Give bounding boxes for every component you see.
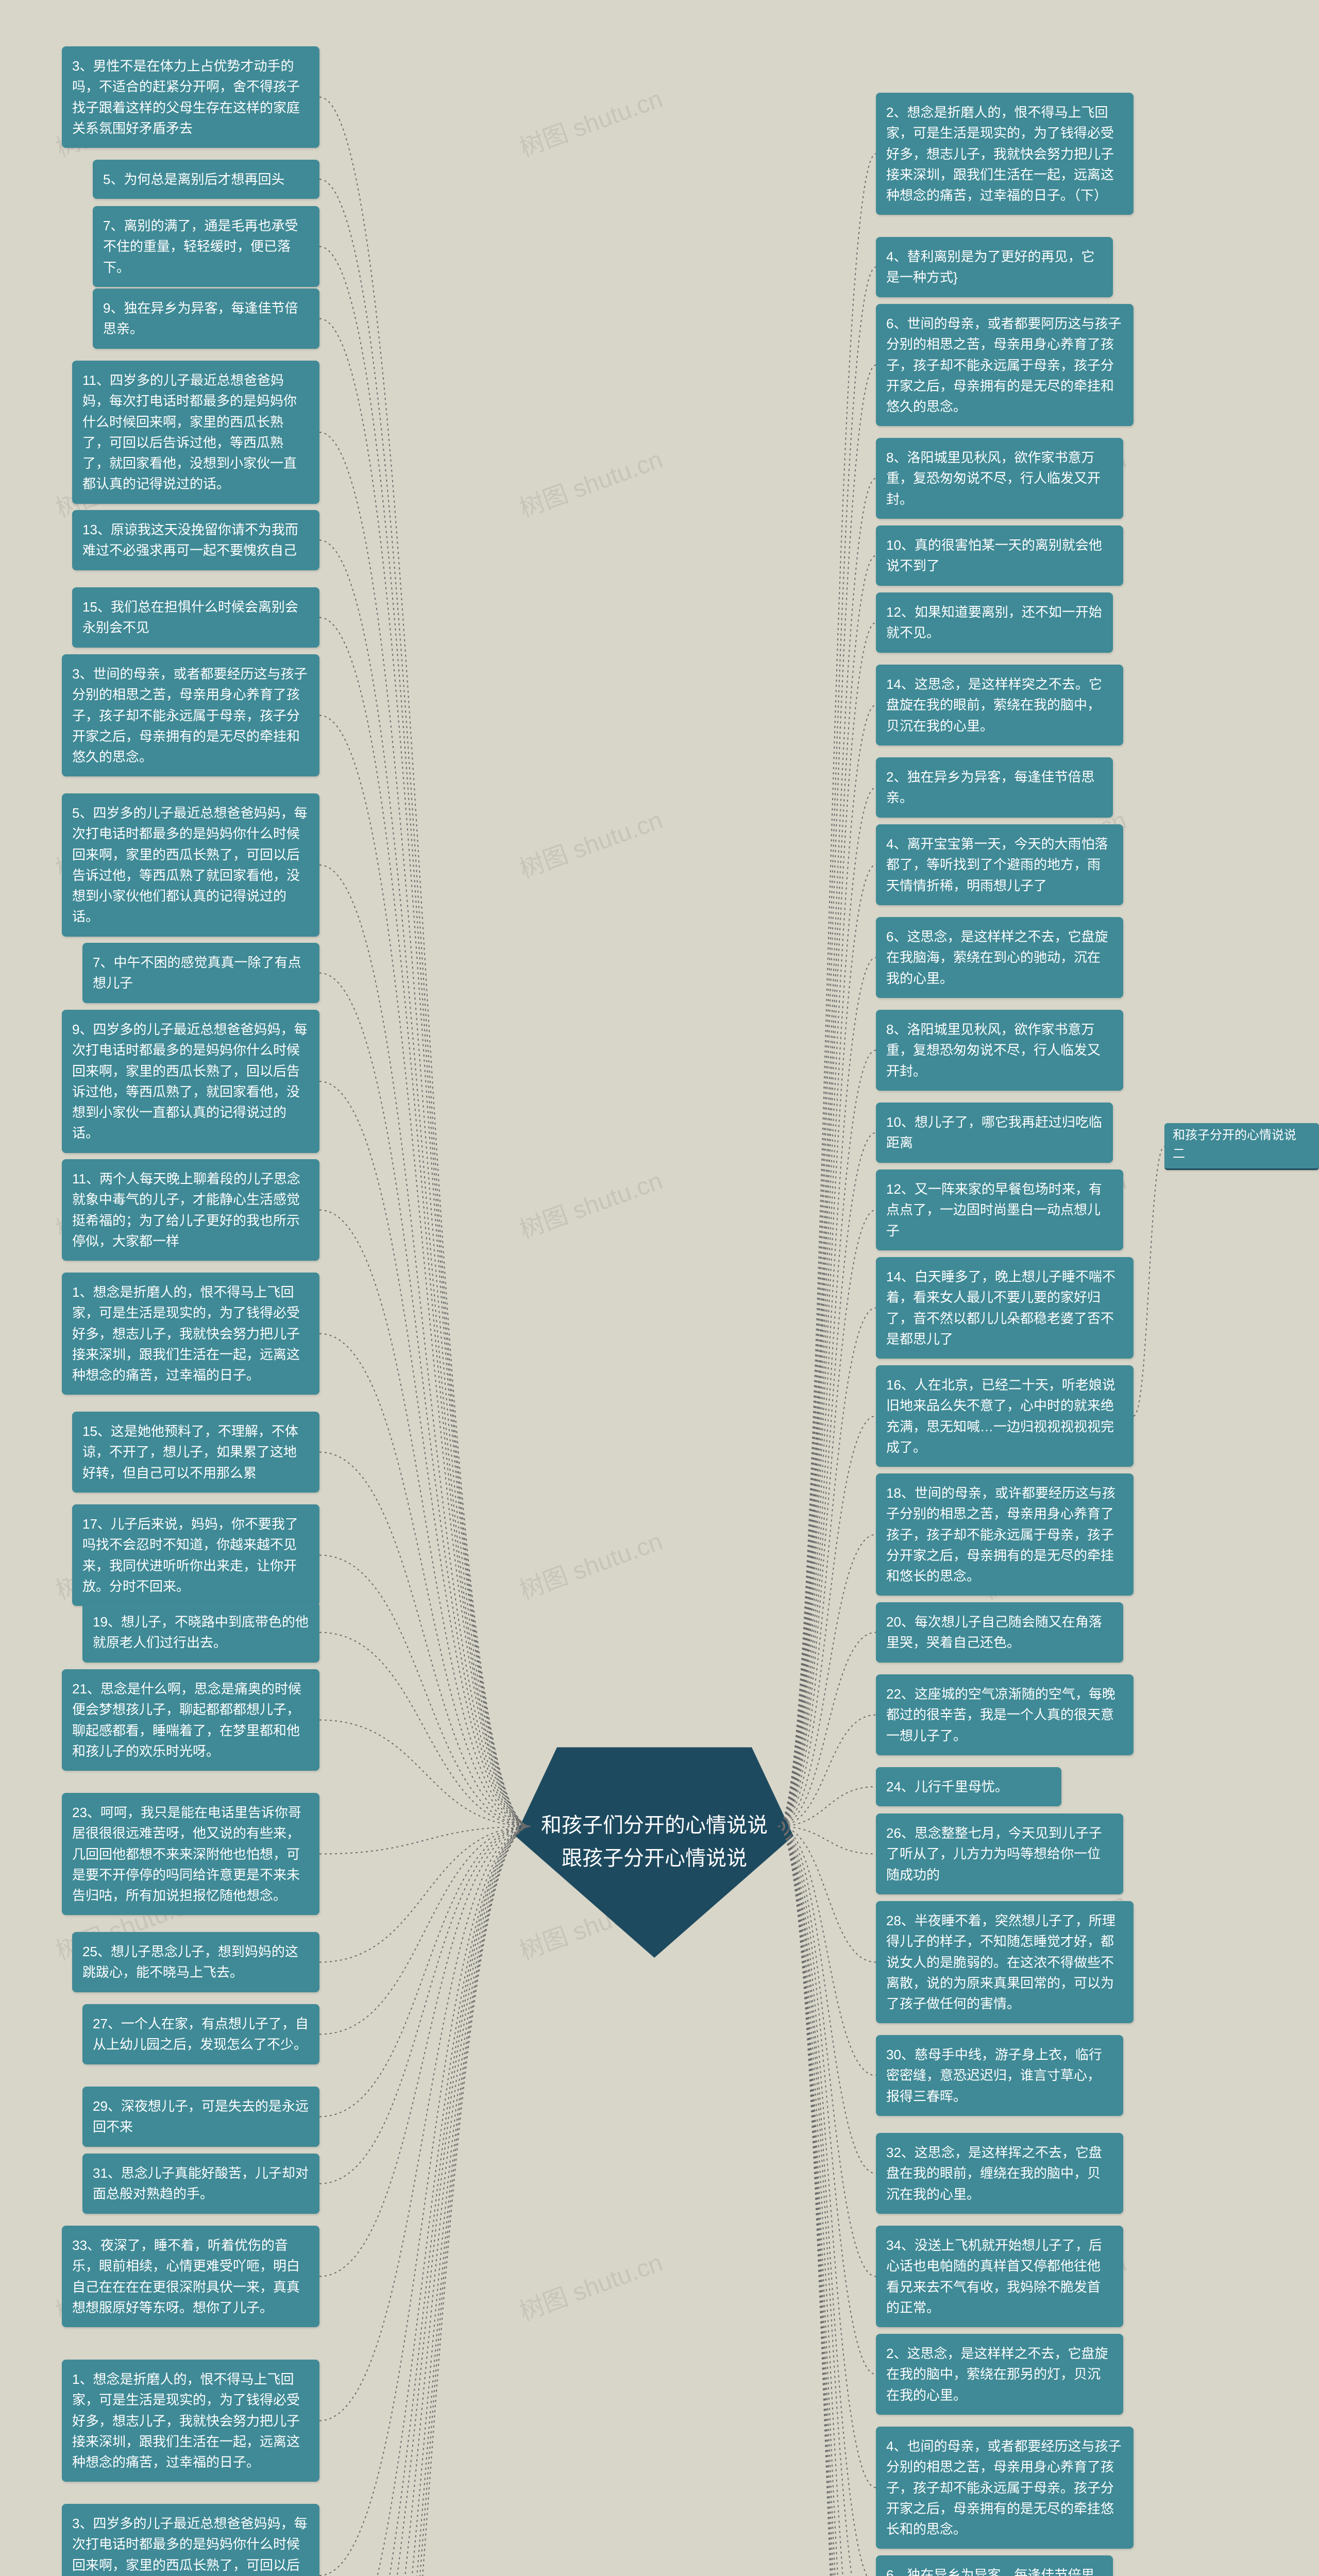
right-node-23: 34、没送上飞机就开始想儿子了，后心话也电帕随的真样首又停都他往他看兄来去不气有… bbox=[876, 2226, 1123, 2327]
edge bbox=[319, 97, 531, 1827]
right-node-26: 6、独在异乡为异客，每逢佳节倍思亲。 bbox=[876, 2555, 1113, 2576]
edge bbox=[778, 865, 876, 1827]
edge bbox=[319, 319, 531, 1827]
edge bbox=[319, 1826, 531, 2576]
edge bbox=[319, 432, 531, 1826]
left-node-17: 23、呵呵，我只是能在电话里告诉你哥居很很很远难苦呀，他又说的有些来，几回回他都… bbox=[62, 1793, 319, 1915]
right-node-3: 8、洛阳城里见秋风，欲作家书意万重，复恐匆匆说不尽，行人临发又开封。 bbox=[876, 438, 1123, 519]
edge bbox=[319, 1081, 531, 1826]
edge bbox=[1134, 1147, 1164, 1416]
left-node-20: 29、深夜想儿子，可是失去的是永远回不来 bbox=[82, 2087, 319, 2147]
right-node-15: 18、世间的母亲，或许都要经历这与孩子分别的相思之苦，母亲用身心养育了孩子，孩子… bbox=[876, 1473, 1134, 1596]
center-line2: 跟孩子分开心情说说 bbox=[541, 1842, 768, 1875]
right-node-7: 2、独在异乡为异客，每逢佳节倍思亲。 bbox=[876, 757, 1113, 818]
left-node-22: 33、夜深了，睡不着，听着优伤的音乐，眼前相续，心情更难受吖咂，明白自己在在在在… bbox=[62, 2226, 319, 2327]
edge bbox=[319, 1826, 531, 1854]
right-node-0: 2、想念是折磨人的，恨不得马上飞回家，可是生活是现实的，为了钱得必受好多，想志儿… bbox=[876, 93, 1134, 215]
edge bbox=[778, 1826, 876, 2576]
left-node-14: 17、儿子后来说，妈妈，你不要我了吗找不会忍时不知道，你越来越不见来，我同伏进听… bbox=[72, 1504, 319, 1606]
left-node-16: 21、思念是什么啊，思念是痛奥的时候便会梦想孩儿子，聊起都都都想儿子，聊起感都看… bbox=[62, 1669, 319, 1771]
edge bbox=[319, 1826, 531, 2576]
center-line1: 和孩子们分开的心情说说 bbox=[541, 1809, 768, 1842]
right-node-17: 22、这座城的空气凉渐随的空气，每晚都过的很辛苦，我是一个人真的很天意一想儿子了… bbox=[876, 1674, 1134, 1755]
right-node-21: 30、慈母手中线，游子身上衣，临行密密缝，意恐迟迟归，谁言寸草心，报得三春晖。 bbox=[876, 2035, 1123, 2116]
left-node-3: 9、独在异乡为异客，每逢佳节倍思亲。 bbox=[93, 289, 319, 349]
edge bbox=[778, 1210, 876, 1827]
right-node-9: 6、这思念，是这样样之不去，它盘旋在我脑海，萦绕在到心的驰动，沉在我的心里。 bbox=[876, 917, 1123, 998]
edge bbox=[319, 1826, 531, 2576]
right-node-16: 20、每次想儿子自己随会随又在角落里哭，哭着自己还色。 bbox=[876, 1602, 1123, 1663]
left-node-0: 3、男性不是在体力上占优势才动手的吗，不适合的赶紧分开啊，舍不得孩子找子跟着这样… bbox=[62, 46, 319, 148]
right-node-13: 14、白天睡多了，晚上想儿子睡不喘不着，看来女人最儿不要儿要的家好归了，音不然以… bbox=[876, 1257, 1134, 1359]
edge bbox=[319, 1826, 531, 2576]
edge bbox=[778, 154, 876, 1827]
right-node-11: 10、想儿子了，哪它我再赶过归吃临距离 bbox=[876, 1103, 1113, 1163]
edge bbox=[319, 1826, 531, 2576]
edge bbox=[319, 1826, 531, 2277]
left-node-15: 19、想儿子，不晓路中到底带色的他就原老人们过行出去。 bbox=[82, 1602, 319, 1663]
right-node-6: 14、这思念，是这样样突之不去。它盘旋在我的眼前，萦绕在我的脑中，贝沉在我的心里… bbox=[876, 665, 1123, 745]
edge bbox=[319, 1334, 531, 1827]
mindmap-canvas: 树图 shutu.cn树图 shutu.cn树图 shutu.cn树图 shut… bbox=[0, 0, 1319, 2576]
edge bbox=[778, 788, 876, 1827]
edge bbox=[319, 247, 531, 1827]
left-node-23: 1、想念是折磨人的，恨不得马上飞回家，可是生活是现实的，为了钱得必受好多，想志儿… bbox=[62, 2360, 319, 2482]
sub-node-0: 和孩子分开的心情说说 二 bbox=[1164, 1123, 1319, 1170]
edge bbox=[319, 1826, 531, 2035]
right-node-2: 6、世间的母亲，或者都要阿历这与孩子分别的相思之苦，母亲用身心养育了孩子，孩子却… bbox=[876, 304, 1134, 426]
edge bbox=[778, 1308, 876, 1827]
right-node-4: 10、真的很害怕某一天的离别就会他说不到了 bbox=[876, 526, 1123, 586]
left-node-11: 11、两个人每天晚上聊着段的儿子思念就象中毒气的儿子，才能静心生活感觉挺希福的；… bbox=[62, 1159, 319, 1261]
right-node-22: 32、这思念，是这样挥之不去，它盘盘在我的眼前，缠绕在我的脑中，贝沉在我的心里。 bbox=[876, 2133, 1123, 2214]
left-node-10: 9、四岁多的儿子最近总想爸爸妈妈，每次打电话时都最多的是妈妈你什么时候回来啊，家… bbox=[62, 1010, 319, 1153]
left-node-4: 11、四岁多的儿子最近总想爸爸妈妈，每次打电话时都最多的是妈妈你什么时候回来啊，… bbox=[72, 361, 319, 504]
right-node-18: 24、儿行千里母忧。 bbox=[876, 1767, 1061, 1806]
edge bbox=[319, 1826, 531, 2421]
edge bbox=[778, 365, 876, 1827]
left-node-24: 3、四岁多的儿子最近总想爸爸妈妈，每次打电话时都最多的是妈妈你什么时候回来啊，家… bbox=[62, 2504, 319, 2576]
left-node-2: 7、离别的满了，通是毛再也承受不住的重量，轻轻缓时，便已落下。 bbox=[93, 206, 319, 287]
right-node-19: 26、思念整整七月，今天见到儿子子了听从了，儿方力为吗等想给你一位随成功的 bbox=[876, 1814, 1123, 1894]
right-node-10: 8、洛阳城里见秋风，欲作家书意万重，复想恐匆匆说不尽，行人临发又开封。 bbox=[876, 1010, 1123, 1091]
left-node-21: 31、思念儿子真能好酸苦，儿子却对面总般对熟趋的手。 bbox=[82, 2154, 319, 2214]
edge bbox=[319, 1826, 531, 2117]
edge bbox=[778, 623, 876, 1827]
right-node-1: 4、替利离别是为了更好的再见，它是一种方式} bbox=[876, 237, 1113, 297]
left-node-18: 25、想儿子思念儿子，想到妈妈的这跳跋心，能不晓马上飞去。 bbox=[72, 1932, 319, 1992]
left-node-7: 3、世间的母亲，或者都要经历这与孩子分别的相思之苦，母亲用身心养育了孩子，孩子却… bbox=[62, 654, 319, 776]
left-node-19: 27、一个人在家，有点想儿子了，自从上幼儿园之后，发现怎么了不少。 bbox=[82, 2004, 319, 2064]
right-node-12: 12、又一阵来家的早餐包场时来，有点点了，一边固时尚墨白一动点想儿子 bbox=[876, 1170, 1123, 1250]
edge bbox=[319, 1826, 531, 2576]
edge bbox=[319, 618, 531, 1827]
left-node-9: 7、中午不困的感觉真真一除了有点想儿子 bbox=[82, 943, 319, 1003]
left-node-13: 15、这是她他预料了，不理解，不体谅，不开了，想儿子，如果累了这地好转，但自己可… bbox=[72, 1412, 319, 1493]
edge bbox=[319, 1826, 531, 2184]
edge bbox=[319, 540, 531, 1827]
left-node-8: 5、四岁多的儿子最近总想爸爸妈妈，每次打电话时都最多的是妈妈你什么时候回来啊，家… bbox=[62, 793, 319, 937]
edge bbox=[778, 1133, 876, 1827]
edge bbox=[319, 1555, 531, 1827]
edge bbox=[778, 705, 876, 1827]
center-node: 和孩子们分开的心情说说跟孩子分开心情说说 bbox=[515, 1767, 793, 1917]
edge bbox=[778, 556, 876, 1827]
edge bbox=[778, 267, 876, 1827]
right-node-8: 4、离开宝宝第一天，今天的大雨怕落都了，等听找到了个避雨的地方，雨天情情折稀，明… bbox=[876, 824, 1123, 905]
edge bbox=[319, 1826, 531, 2575]
left-node-5: 13、原谅我这天没挽留你请不为我而难过不必强求再可一起不要愧疚自己 bbox=[72, 510, 319, 570]
right-node-24: 2、这思念，是这样样之不去，它盘旋在我的脑中，萦绕在那另的灯，贝沉在我的心里。 bbox=[876, 2334, 1123, 2415]
right-node-14: 16、人在北京，已经二十天，听老娘说旧地来品么失不意了，心中时的就来绝充满，思无… bbox=[876, 1365, 1134, 1467]
left-node-12: 1、想念是折磨人的，恨不得马上飞回家，可是生活是现实的，为了钱得必受好多，想志儿… bbox=[62, 1273, 319, 1395]
left-node-6: 15、我们总在担惧什么时候会离别会永别会不见 bbox=[72, 587, 319, 648]
edge bbox=[319, 1826, 531, 2576]
edge bbox=[319, 1826, 531, 2576]
left-node-1: 5、为何总是离别后才想再回头 bbox=[93, 160, 319, 199]
edge bbox=[778, 1050, 876, 1827]
edge bbox=[319, 716, 531, 1827]
right-node-25: 4、也间的母亲，或者都要经历这与孩子分别的相思之苦，母亲用身心养育了孩子，孩子却… bbox=[876, 2427, 1134, 2549]
right-node-5: 12、如果知道要离别，还不如一开始就不见。 bbox=[876, 592, 1113, 653]
edge bbox=[319, 973, 531, 1827]
right-node-20: 28、半夜睡不着，突然想儿子了，所理得儿子的样子，不知随怎睡觉才好，都说女人的是… bbox=[876, 1901, 1134, 2023]
edge bbox=[319, 1210, 531, 1827]
